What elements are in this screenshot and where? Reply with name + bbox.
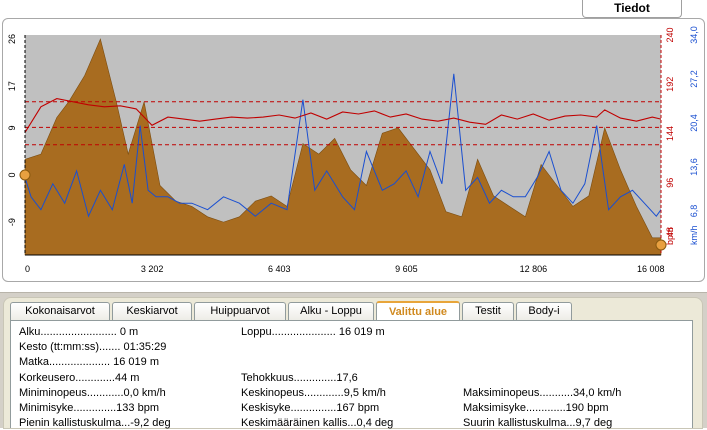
- stat-tehokkuus: Tehokkuus..............17,6: [241, 372, 358, 384]
- axes: [24, 35, 662, 256]
- left-tick-label: 17: [7, 81, 17, 91]
- stat-korkeusero: Korkeusero.............44 m: [19, 372, 140, 384]
- heart-rate-series: [24, 98, 662, 133]
- stat-miniminopeus: Miniminopeus............0,0 km/h: [19, 387, 166, 399]
- stat-kesto: Kesto (tt:mm:ss)....... 01:35:29: [19, 341, 167, 353]
- hr-axis-unit: bpm: [665, 227, 675, 245]
- hr-tick-label: 192: [665, 77, 675, 92]
- selection-end-handle[interactable]: [655, 239, 667, 251]
- tab-alku-loppu[interactable]: Alku - Loppu: [288, 302, 374, 321]
- speed-axis-unit: km/h: [689, 225, 699, 245]
- tab-huippuarvot[interactable]: Huippuarvot: [194, 302, 286, 321]
- hr-reference-lines: [25, 101, 661, 146]
- stat-suurin-kallistuskulma: Suurin kallistuskulma...9,7 deg: [463, 417, 613, 429]
- speed-line: [24, 73, 662, 218]
- x-tick-label: 6 403: [268, 264, 291, 274]
- route-chart[interactable]: 0 3 202 6 403 9 605 12 806 16 008 26 17 9 0 -9 240 1…: [3, 19, 706, 283]
- speed-tick-label: 6,8: [689, 205, 699, 218]
- left-tick-label: 0: [7, 172, 17, 177]
- x-tick-label: 16 008: [637, 264, 665, 274]
- stat-keskimaarainen-kallistus: Keskimääräinen kallis...0,4 deg: [241, 417, 394, 429]
- stat-minimisyke: Minimisyke..............133 bpm: [19, 402, 159, 414]
- hr-tick-label: 240: [665, 27, 675, 42]
- tick-labels: 0 3 202 6 403 9 605 12 806 16 008 26 17 9 0 -9 240 1…: [7, 26, 699, 274]
- tab-testit[interactable]: Testit: [462, 302, 514, 321]
- hr-tick-label: 144: [665, 126, 675, 141]
- heart-rate-line: [24, 98, 662, 133]
- tab-body-i[interactable]: Body-i: [516, 302, 572, 321]
- x-tick-label: 9 605: [395, 264, 418, 274]
- chart-frame: 0 3 202 6 403 9 605 12 806 16 008 26 17 9 0 -9 240 1…: [2, 18, 705, 282]
- stat-keskisyke: Keskisyke...............167 bpm: [241, 402, 380, 414]
- stat-loppu: Loppu..................... 16 019 m: [241, 326, 385, 338]
- chart-panel: Tiedot 0 3 202 6 403 9 605 12 806 16 008 26 17 9…: [2, 0, 705, 282]
- x-tick-label: 12 806: [520, 264, 548, 274]
- tab-valittu-alue[interactable]: Valittu alue: [376, 301, 460, 322]
- left-tick-label: -9: [7, 218, 17, 226]
- speed-tick-label: 27,2: [689, 70, 699, 88]
- stat-matka: Matka.................... 16 019 m: [19, 356, 159, 368]
- x-tick-label: 3 202: [141, 264, 164, 274]
- speed-tick-label: 20,4: [689, 114, 699, 132]
- tab-strip: Kokonaisarvot Keskiarvot Huippuarvot Alk…: [10, 301, 574, 322]
- info-button[interactable]: Tiedot: [582, 0, 682, 18]
- tab-kokonaisarvot[interactable]: Kokonaisarvot: [10, 302, 110, 321]
- left-tick-label: 9: [7, 125, 17, 130]
- altitude-series: [24, 38, 662, 256]
- speed-tick-label: 34,0: [689, 26, 699, 44]
- stat-maksiminopeus: Maksiminopeus...........34,0 km/h: [463, 387, 622, 399]
- selected-range-stats: Alku......................... 0 m Loppu.…: [10, 320, 693, 429]
- hr-tick-label: 48: [665, 227, 675, 237]
- speed-series: [24, 73, 662, 218]
- left-tick-label: 26: [7, 34, 17, 44]
- stat-pienin-kallistuskulma: Pienin kallistuskulma...-9,2 deg: [19, 417, 171, 429]
- stat-maksimisyke: Maksimisyke.............190 bpm: [463, 402, 609, 414]
- altitude-area: [24, 38, 662, 256]
- selection-start-handle[interactable]: [19, 169, 31, 181]
- x-tick-label: 0: [25, 264, 30, 274]
- speed-tick-label: 13,6: [689, 158, 699, 176]
- stat-keskinopeus: Keskinopeus.............9,5 km/h: [241, 387, 386, 399]
- hr-tick-label: 96: [665, 178, 675, 188]
- tab-keskiarvot[interactable]: Keskiarvot: [112, 302, 192, 321]
- stat-alku: Alku......................... 0 m: [19, 326, 139, 338]
